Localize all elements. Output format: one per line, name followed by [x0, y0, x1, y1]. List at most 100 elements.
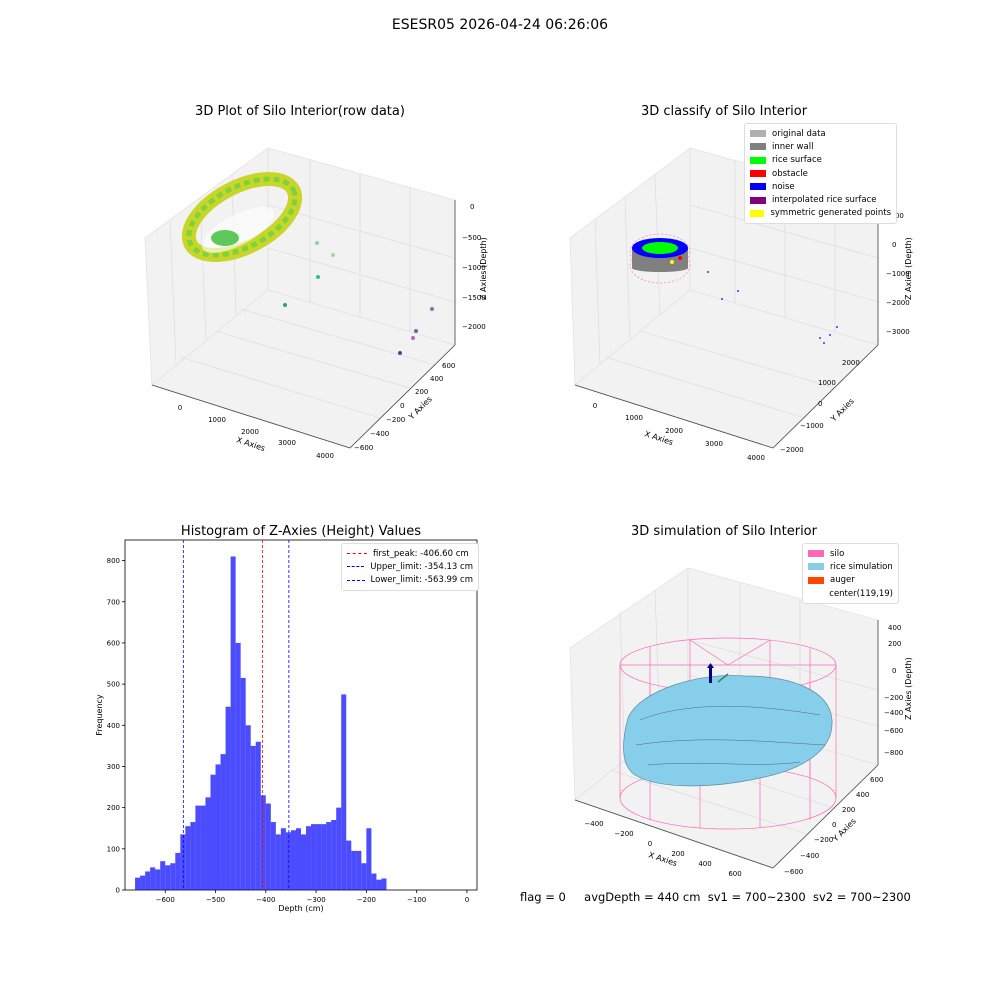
histogram-bar	[170, 863, 176, 890]
histogram-legend-swatch	[347, 566, 365, 568]
histogram-bar	[316, 824, 322, 890]
classify-ytick: −2000	[780, 446, 804, 454]
histogram-xtick-label: −600	[156, 896, 175, 904]
classify-legend-swatch	[750, 209, 765, 217]
histogram-bar	[155, 869, 161, 890]
raw-ytick: 0	[400, 402, 404, 410]
histogram-bar	[230, 556, 236, 890]
classify-panel-title: 3D classify of Silo Interior	[640, 104, 808, 119]
histogram-bar	[175, 852, 181, 890]
raw-ytick: 600	[442, 362, 455, 370]
histogram-ytick-label: 0	[116, 887, 120, 895]
histogram-bar	[135, 877, 141, 890]
raw-xtick: 3000	[278, 439, 296, 447]
simulation-ytick: 400	[856, 791, 869, 799]
histogram-bar	[145, 871, 151, 890]
simulation-ytick: 200	[842, 806, 855, 814]
classify-legend-label: original data	[772, 128, 826, 139]
histogram-legend-swatch	[347, 579, 365, 581]
histogram-bar	[351, 850, 357, 890]
simulation-legend-swatch	[808, 590, 823, 597]
classify-ztick: −1000	[886, 270, 910, 278]
histogram-bar	[270, 822, 276, 890]
raw-ztick: −1000	[462, 264, 486, 272]
histogram-bar	[200, 805, 206, 890]
classify-legend-item: interpolated rice surface	[750, 193, 891, 206]
classify-legend-label: symmetric generated points	[770, 208, 891, 219]
raw-rice-ring	[181, 172, 303, 262]
histogram-bar	[185, 826, 191, 890]
raw-panel-title: 3D Plot of Silo Interior(row data)	[195, 104, 405, 119]
classify-legend-label: obstacle	[772, 168, 808, 179]
avg-depth-value: avgDepth = 440 cm	[584, 890, 701, 904]
raw-ytick: 200	[415, 388, 428, 396]
histogram-bar	[205, 797, 211, 890]
simulation-legend-item: silo	[808, 547, 893, 560]
histogram-bar	[265, 803, 271, 890]
histogram-bar	[235, 642, 241, 890]
histogram-bar	[306, 826, 312, 890]
raw-xtick: 0	[178, 404, 182, 412]
classify-legend-label: inner wall	[772, 141, 814, 152]
sv2-value: sv2 = 700~2300	[812, 890, 911, 904]
histogram-legend-label: Upper_limit: -354.13 cm	[370, 561, 473, 572]
classify-ytick: 1000	[818, 379, 836, 387]
auger-marker	[707, 663, 729, 683]
simulation-legend-swatch	[808, 563, 824, 571]
simulation-legend-item: center(119,19)	[808, 587, 893, 600]
histogram-bar	[250, 745, 256, 890]
classify-legend-swatch	[750, 183, 766, 191]
classify-ztick: 0	[892, 241, 896, 249]
histogram-bar	[195, 805, 201, 890]
histogram-ytick-label: 800	[107, 557, 120, 565]
histogram-ytick-label: 100	[107, 845, 120, 853]
histogram-bar	[366, 828, 372, 890]
classify-ytick: 2000	[842, 359, 860, 367]
simulation-xtick: −200	[614, 830, 633, 838]
histogram-xtick-label: −100	[407, 896, 426, 904]
histogram-ytick-label: 700	[107, 598, 120, 606]
raw-ytick: −400	[370, 430, 389, 438]
histogram-bar	[311, 824, 317, 890]
classify-legend: original data inner wall rice surface obsta…	[744, 123, 897, 225]
simulation-legend-item: rice simulation	[808, 560, 893, 573]
raw-ztick: −500	[462, 234, 481, 242]
classify-legend-swatch	[750, 196, 766, 204]
histogram-bar	[331, 820, 337, 890]
raw-xtick: 1000	[208, 416, 226, 424]
raw-xtick: 4000	[316, 452, 334, 460]
simulation-legend-swatch	[808, 576, 824, 584]
classify-legend-swatch	[750, 156, 766, 164]
classify-legend-item: original data	[750, 127, 891, 140]
classify-legend-label: noise	[772, 181, 795, 192]
histogram-bar	[245, 725, 251, 890]
simulation-xtick: 600	[728, 870, 741, 878]
histogram-bar	[240, 677, 246, 890]
simulation-ztick: 400	[888, 624, 901, 632]
histogram-bar	[180, 834, 186, 890]
raw-ztick: −2000	[462, 323, 486, 331]
simulation-xtick: 200	[671, 850, 684, 858]
simulation-legend-item: auger	[808, 574, 893, 587]
histogram-xtick-label: −200	[357, 896, 376, 904]
histogram-bar	[341, 694, 347, 890]
histogram-bar	[225, 706, 231, 890]
histogram-legend-item: Upper_limit: -354.13 cm	[347, 560, 473, 573]
classify-legend-swatch	[750, 170, 766, 178]
histogram-bar	[326, 822, 332, 890]
sv1-value: sv1 = 700~2300	[707, 890, 806, 904]
simulation-legend-label: silo	[830, 548, 845, 559]
histogram-bar	[361, 863, 367, 890]
histogram-bar	[220, 754, 226, 890]
histogram-ylabel: Frequency	[95, 694, 104, 736]
classify-legend-item: symmetric generated points	[750, 207, 891, 220]
simulation-ztick: −200	[884, 694, 903, 702]
simulation-ztick: 0	[892, 667, 896, 675]
raw-xtick: 2000	[241, 428, 259, 436]
histogram-bar	[321, 824, 327, 890]
simulation-legend-label: auger	[830, 575, 855, 586]
classify-xtick: 1000	[625, 414, 643, 422]
